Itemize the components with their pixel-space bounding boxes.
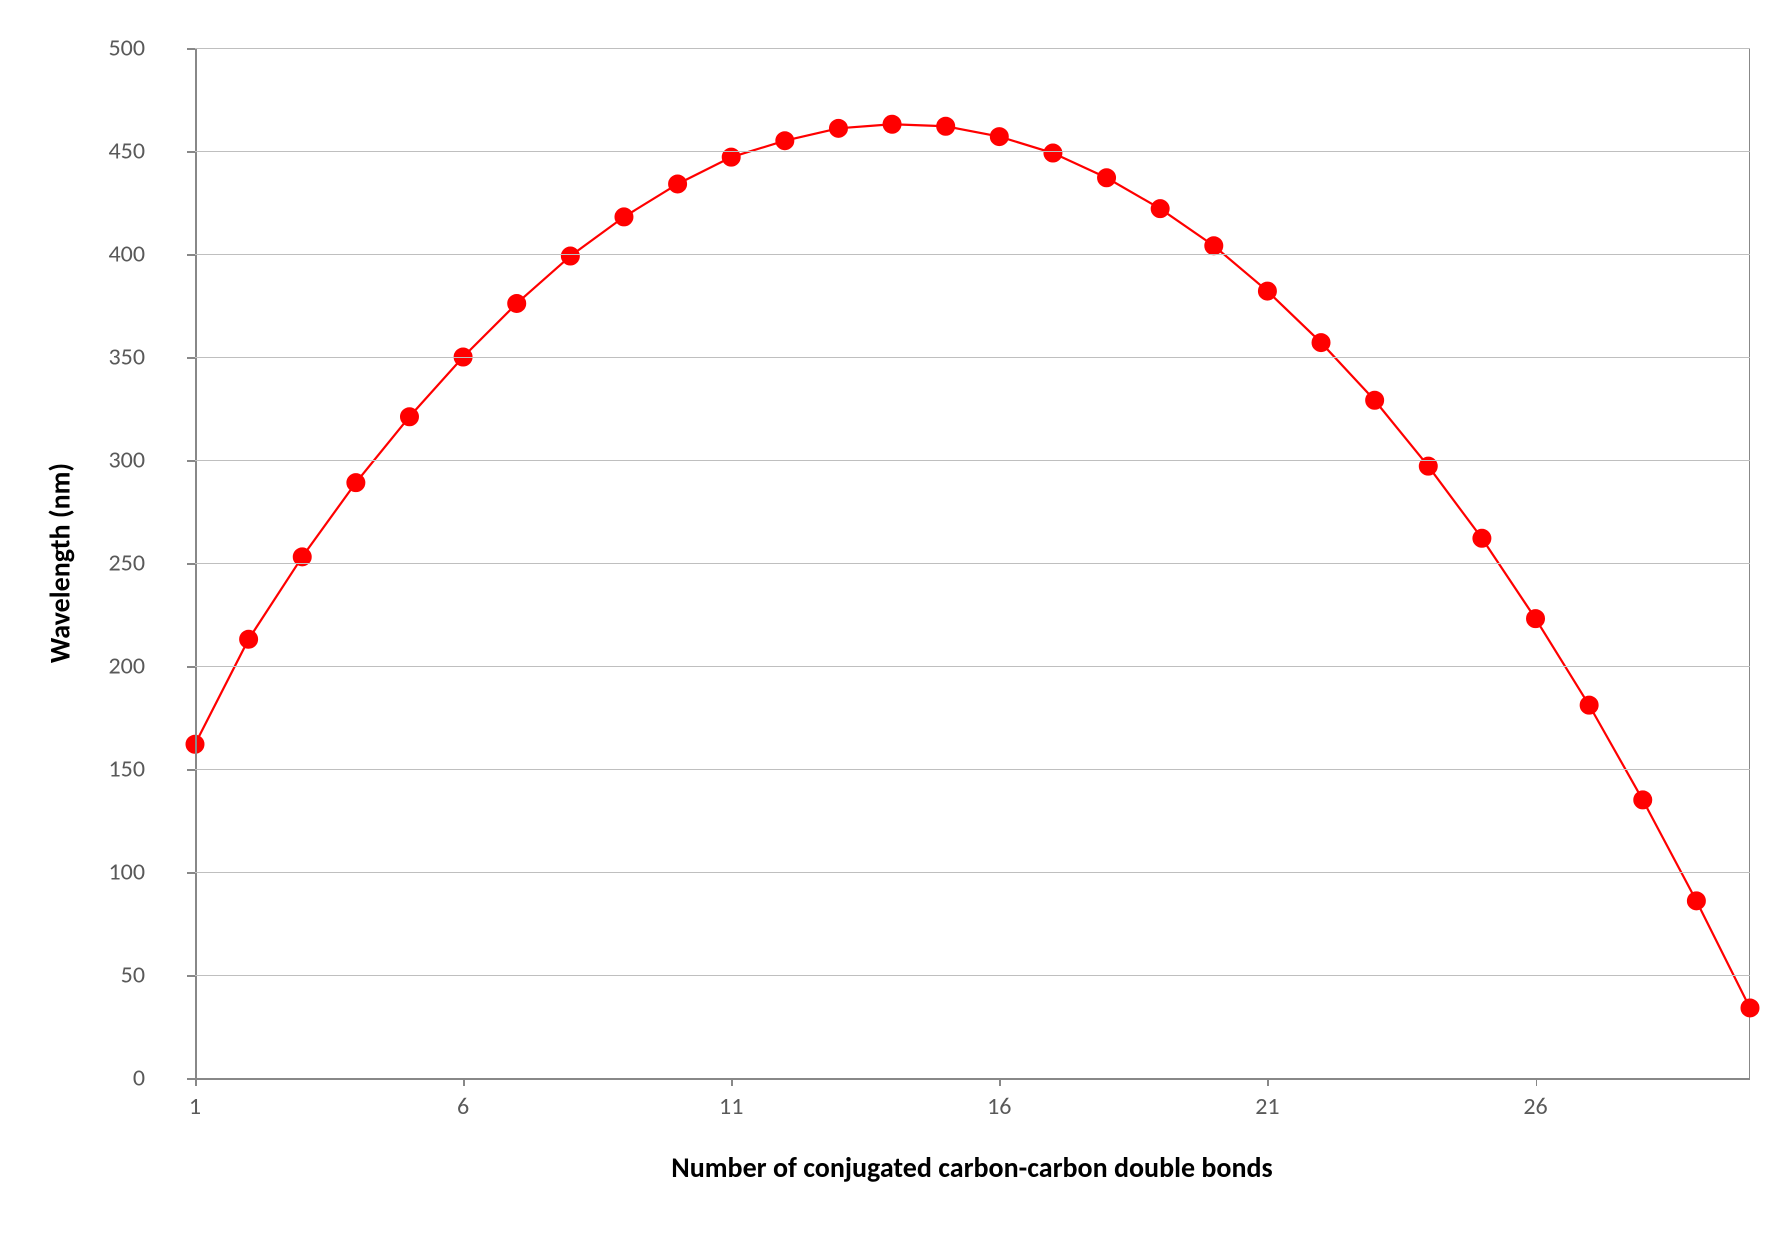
x-tick-label: 11 <box>719 1092 743 1121</box>
grid-line <box>195 563 1750 564</box>
x-tick-label: 26 <box>1523 1092 1547 1121</box>
data-marker <box>508 294 526 312</box>
data-marker <box>937 117 955 135</box>
y-tick-label: 150 <box>109 755 146 784</box>
x-tick <box>1536 1078 1538 1086</box>
y-tick-label: 50 <box>121 961 145 990</box>
data-marker <box>1098 169 1116 187</box>
grid-line <box>195 975 1750 976</box>
data-marker <box>1205 237 1223 255</box>
y-tick <box>187 1078 195 1080</box>
grid-line <box>195 254 1750 255</box>
y-tick-label: 400 <box>109 240 146 269</box>
data-marker <box>1687 892 1705 910</box>
grid-line <box>195 769 1750 770</box>
data-marker <box>669 175 687 193</box>
grid-line <box>195 151 1750 152</box>
y-axis-title: Wavelength (nm) <box>43 463 78 663</box>
x-tick <box>731 1078 733 1086</box>
data-marker <box>990 128 1008 146</box>
y-tick <box>187 666 195 668</box>
y-tick-label: 300 <box>109 446 146 475</box>
y-tick <box>187 872 195 874</box>
x-tick <box>999 1078 1001 1086</box>
data-marker <box>829 119 847 137</box>
chart-container: Wavelength (nm) Number of conjugated car… <box>20 20 1755 1213</box>
data-line <box>195 124 1750 1008</box>
x-tick <box>195 1078 197 1086</box>
y-tick <box>187 254 195 256</box>
x-tick-label: 6 <box>457 1092 469 1121</box>
data-marker <box>1366 391 1384 409</box>
data-marker <box>1580 696 1598 714</box>
grid-line <box>195 48 1750 49</box>
data-marker <box>776 132 794 150</box>
data-marker <box>1473 529 1491 547</box>
y-tick-label: 500 <box>109 34 146 63</box>
x-tick-label: 16 <box>987 1092 1011 1121</box>
y-tick-label: 250 <box>109 549 146 578</box>
x-tick <box>463 1078 465 1086</box>
data-marker <box>1634 791 1652 809</box>
y-tick <box>187 151 195 153</box>
data-marker <box>883 115 901 133</box>
y-tick-label: 100 <box>109 858 146 887</box>
data-marker <box>1044 144 1062 162</box>
grid-line <box>195 872 1750 873</box>
x-tick <box>1267 1078 1269 1086</box>
grid-line <box>195 460 1750 461</box>
x-tick-label: 21 <box>1255 1092 1279 1121</box>
data-marker <box>1741 999 1759 1017</box>
x-axis-line <box>195 1078 1750 1080</box>
y-tick-label: 0 <box>133 1064 145 1093</box>
y-tick-label: 450 <box>109 137 146 166</box>
data-marker <box>1312 334 1330 352</box>
y-tick <box>187 563 195 565</box>
y-tick <box>187 357 195 359</box>
data-marker <box>1258 282 1276 300</box>
data-marker <box>561 247 579 265</box>
data-marker <box>240 630 258 648</box>
x-tick-label: 1 <box>189 1092 201 1121</box>
data-marker <box>1151 200 1169 218</box>
y-tick <box>187 975 195 977</box>
data-marker <box>400 408 418 426</box>
data-marker <box>1527 610 1545 628</box>
y-tick <box>187 48 195 50</box>
y-tick <box>187 769 195 771</box>
y-tick-label: 350 <box>109 343 146 372</box>
y-tick-label: 200 <box>109 652 146 681</box>
data-marker <box>615 208 633 226</box>
grid-line <box>195 357 1750 358</box>
chart-svg <box>20 20 1775 1213</box>
data-marker <box>347 474 365 492</box>
grid-line <box>195 666 1750 667</box>
x-axis-title: Number of conjugated carbon-carbon doubl… <box>671 1150 1272 1185</box>
y-tick <box>187 460 195 462</box>
